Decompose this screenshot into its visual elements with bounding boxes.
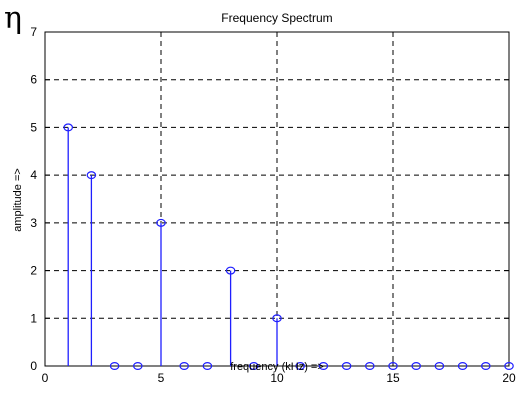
x-tick-label: 20: [502, 371, 516, 385]
stem-marker: [156, 218, 166, 227]
x-tick-label: 10: [270, 371, 284, 385]
stem-marker: [411, 362, 421, 371]
y-axis-label: amplitude =>: [12, 168, 24, 232]
chart-title: Frequency Spectrum: [221, 11, 332, 25]
stem-marker: [86, 171, 97, 180]
stem-marker: [318, 362, 329, 371]
stem-marker: [341, 362, 352, 371]
x-tick-label: 15: [386, 371, 400, 385]
y-tick-label: 3: [30, 216, 37, 230]
stem-marker: [272, 314, 282, 323]
stem-marker: [202, 362, 213, 371]
stem-marker: [109, 362, 120, 371]
grid: [45, 32, 509, 366]
stem-marker: [504, 362, 514, 371]
stem-marker: [388, 362, 398, 371]
eta-symbol: η: [4, 1, 22, 36]
axis-ticks: 0 1 2 3 4 5 6 7 0 5 10 15 20: [30, 25, 516, 385]
x-tick-label: 0: [42, 371, 49, 385]
y-tick-label: 2: [30, 264, 37, 278]
stem-marker: [179, 362, 189, 371]
y-tick-label: 4: [30, 168, 37, 182]
stem-marker: [434, 362, 445, 371]
stem-marker: [295, 362, 305, 371]
stem-marker: [457, 362, 468, 371]
y-tick-label: 1: [30, 311, 37, 325]
stem-marker: [225, 266, 236, 275]
stem-marker: [364, 362, 375, 371]
x-tick-label: 5: [158, 371, 165, 385]
y-tick-label: 5: [30, 120, 37, 134]
y-tick-label: 0: [30, 359, 37, 373]
stem-marker: [249, 362, 259, 371]
stem-series: [63, 123, 514, 371]
x-axis-label: frequency (kHz) =>: [230, 361, 324, 373]
y-tick-label: 6: [30, 73, 37, 87]
y-tick-label: 7: [30, 25, 37, 39]
stem-marker: [480, 362, 491, 371]
stem-marker: [133, 362, 143, 371]
stem-marker: [63, 123, 73, 132]
